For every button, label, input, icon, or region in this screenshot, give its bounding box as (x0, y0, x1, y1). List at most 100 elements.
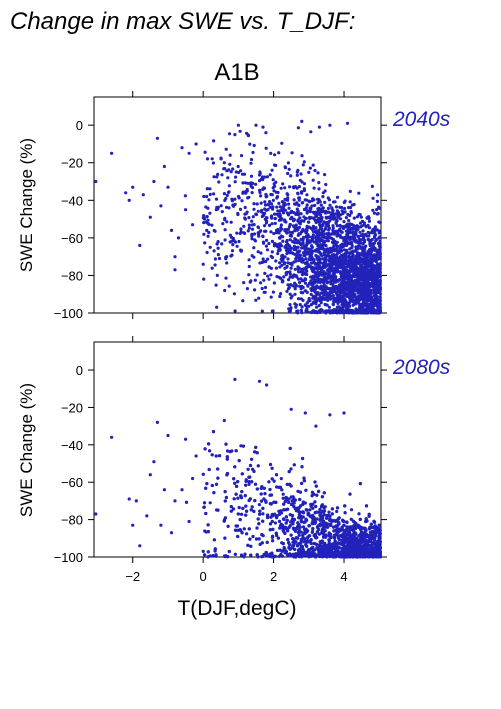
scatter-point (238, 129, 242, 133)
scatter-point (330, 512, 334, 516)
scatter-point (249, 157, 254, 162)
scatter-point (314, 309, 318, 314)
scatter-point (211, 161, 215, 165)
scatter-point (372, 235, 377, 239)
scatter-point (353, 231, 357, 235)
scatter-point (377, 310, 381, 314)
scatter-point (253, 288, 257, 292)
scatter-point (222, 167, 226, 171)
scatter-point (241, 191, 245, 195)
scatter-point (349, 211, 353, 215)
scatter-point (308, 210, 312, 214)
scatter-point (259, 194, 263, 198)
scatter-point (152, 179, 156, 184)
scatter-point (316, 280, 320, 284)
scatter-point (342, 263, 346, 267)
scatter-point (352, 216, 356, 220)
scatter-point (296, 530, 301, 535)
scatter-point (325, 268, 330, 272)
scatter-point (342, 220, 346, 224)
scatter-point (207, 198, 211, 202)
x-tick-label: 0 (200, 569, 207, 584)
scatter-points (94, 377, 382, 559)
scatter-point (364, 302, 368, 306)
scatter-point (294, 284, 298, 288)
scatter-point (251, 150, 255, 155)
scatter-point (249, 174, 254, 178)
scatter-point (352, 302, 356, 307)
scatter-point (348, 222, 352, 226)
scatter-point (173, 499, 177, 503)
scatter-point (324, 182, 328, 187)
scatter-point (297, 277, 301, 281)
scatter-point (300, 465, 304, 469)
scatter-point (291, 240, 295, 244)
scatter-point (365, 274, 369, 278)
scatter-point (257, 522, 261, 526)
scatter-point (306, 262, 310, 266)
scatter-point (224, 276, 228, 280)
scatter-point (250, 237, 254, 241)
scatter-point (353, 264, 357, 268)
panel-2080s: 0−20−40−60−80−100−2 0 2 4 SWE Change (%) 20… (17, 336, 451, 584)
period-label: 2040s (392, 108, 451, 131)
scatter-point (329, 279, 334, 283)
scatter-point (294, 274, 298, 278)
scatter-point (299, 308, 303, 312)
scatter-point (236, 211, 240, 216)
scatter-point (270, 255, 274, 260)
scatter-point (155, 136, 159, 140)
scatter-point (314, 214, 318, 218)
scatter-point (340, 274, 344, 278)
scatter-point (332, 271, 336, 275)
scatter-point (294, 226, 299, 230)
scatter-point (300, 154, 304, 158)
scatter-point (354, 270, 358, 275)
scatter-point (375, 208, 379, 212)
scatter-point (303, 281, 308, 285)
scatter-point (270, 168, 274, 172)
scatter-point (349, 293, 353, 297)
scatter-point (205, 250, 209, 255)
scatter-point (291, 275, 295, 279)
scatter-point (243, 205, 247, 210)
scatter-point (213, 263, 217, 267)
scatter-point (326, 298, 330, 302)
scatter-point (298, 253, 302, 257)
scatter-point (371, 280, 375, 284)
scatter-point (316, 255, 320, 259)
scatter-point (94, 512, 98, 516)
scatter-point (210, 223, 214, 227)
scatter-point (250, 232, 254, 236)
x-tick-label: 4 (340, 569, 347, 584)
scatter-point (262, 241, 266, 245)
scatter-point (322, 257, 326, 261)
scatter-point (274, 163, 278, 168)
y-tick-label: −80 (61, 513, 83, 528)
scatter-point (319, 243, 323, 248)
scatter-point (236, 534, 240, 539)
scatter-point (305, 227, 309, 231)
scatter-point (366, 262, 371, 266)
scatter-point (283, 266, 287, 270)
scatter-point (276, 536, 280, 540)
scatter-point (312, 186, 316, 190)
scatter-point (377, 220, 381, 224)
scatter-point (339, 291, 343, 295)
scatter-point (378, 273, 382, 277)
scatter-point (289, 283, 293, 287)
scatter-point (321, 206, 325, 210)
scatter-point (358, 276, 362, 280)
scatter-point (331, 296, 336, 300)
scatter-point (357, 269, 362, 273)
scatter-point (366, 280, 370, 284)
scatter-point (335, 296, 339, 300)
scatter-point (212, 228, 216, 233)
scatter-point (288, 275, 292, 279)
scatter-point (264, 146, 268, 150)
scatter-point (316, 271, 320, 275)
scatter-point (334, 221, 338, 225)
scatter-point (351, 274, 355, 278)
scatter-point (263, 271, 267, 275)
scatter-point (267, 265, 271, 269)
